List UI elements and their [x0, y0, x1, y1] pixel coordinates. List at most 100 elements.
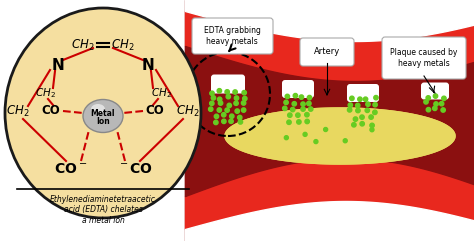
Circle shape [287, 120, 291, 124]
Circle shape [426, 96, 430, 100]
Circle shape [229, 119, 233, 123]
Circle shape [229, 114, 234, 118]
Circle shape [324, 127, 328, 132]
Circle shape [296, 113, 300, 117]
Circle shape [285, 94, 290, 99]
Circle shape [305, 119, 310, 124]
Circle shape [225, 108, 229, 112]
Text: Plaque caused by
heavy metals: Plaque caused by heavy metals [390, 48, 458, 68]
Text: CO: CO [146, 105, 164, 118]
Circle shape [309, 107, 313, 111]
Circle shape [370, 123, 374, 127]
Text: N: N [52, 58, 64, 73]
Circle shape [347, 108, 352, 112]
Text: Artery: Artery [314, 47, 340, 56]
Circle shape [373, 110, 377, 114]
Circle shape [433, 106, 437, 111]
Circle shape [222, 119, 226, 124]
Text: Metal: Metal [91, 108, 115, 118]
Circle shape [343, 139, 347, 143]
Circle shape [348, 103, 353, 107]
Circle shape [243, 96, 247, 101]
Circle shape [219, 101, 223, 105]
Text: $CH_2$: $CH_2$ [111, 37, 135, 53]
Circle shape [439, 101, 444, 106]
Circle shape [211, 96, 216, 100]
Text: CO$^-$: CO$^-$ [55, 162, 88, 176]
Ellipse shape [91, 104, 105, 114]
Circle shape [370, 128, 374, 132]
Circle shape [369, 115, 374, 119]
Circle shape [284, 100, 288, 105]
Circle shape [234, 96, 239, 100]
Text: CO: CO [42, 105, 60, 118]
Circle shape [217, 89, 221, 93]
Circle shape [225, 90, 229, 94]
Circle shape [350, 96, 354, 100]
Circle shape [307, 95, 312, 100]
Circle shape [426, 107, 430, 112]
Circle shape [352, 123, 356, 127]
Circle shape [360, 115, 364, 119]
FancyBboxPatch shape [211, 74, 245, 94]
Circle shape [226, 94, 230, 99]
Circle shape [299, 95, 304, 99]
Text: EDTA grabbing
heavy metals: EDTA grabbing heavy metals [203, 26, 260, 46]
Circle shape [365, 108, 370, 113]
Circle shape [238, 120, 243, 124]
Circle shape [214, 120, 218, 125]
Circle shape [235, 109, 239, 113]
Circle shape [210, 101, 214, 106]
Circle shape [442, 96, 446, 100]
Circle shape [314, 140, 318, 144]
FancyBboxPatch shape [282, 80, 314, 98]
Circle shape [364, 97, 368, 101]
Circle shape [305, 113, 309, 117]
Circle shape [307, 101, 311, 106]
Circle shape [303, 132, 307, 136]
Circle shape [293, 94, 298, 98]
Circle shape [227, 103, 231, 108]
Circle shape [424, 100, 428, 104]
Circle shape [301, 102, 305, 106]
Ellipse shape [83, 100, 123, 133]
FancyBboxPatch shape [421, 82, 449, 100]
Circle shape [241, 108, 246, 112]
Circle shape [241, 101, 246, 105]
Circle shape [242, 90, 246, 95]
Circle shape [358, 97, 362, 101]
Circle shape [234, 101, 238, 106]
Circle shape [214, 114, 219, 119]
FancyBboxPatch shape [347, 84, 379, 102]
Text: $CH_2$: $CH_2$ [6, 103, 30, 119]
Text: $^-$CO: $^-$CO [117, 162, 153, 176]
Circle shape [237, 115, 242, 120]
FancyBboxPatch shape [192, 18, 273, 54]
Circle shape [292, 102, 296, 106]
Text: N: N [142, 58, 155, 73]
Polygon shape [225, 108, 455, 164]
FancyBboxPatch shape [300, 38, 354, 66]
Circle shape [209, 107, 213, 111]
Circle shape [210, 91, 214, 95]
Polygon shape [225, 108, 455, 164]
Circle shape [356, 108, 360, 113]
Circle shape [373, 102, 377, 107]
Ellipse shape [5, 8, 201, 218]
Text: CO: CO [139, 101, 171, 121]
Text: $CH_2$: $CH_2$ [176, 103, 200, 119]
Circle shape [353, 117, 358, 121]
Circle shape [221, 113, 226, 117]
Circle shape [218, 97, 222, 101]
Circle shape [441, 108, 446, 112]
Circle shape [360, 121, 365, 126]
Circle shape [374, 95, 378, 100]
Circle shape [433, 94, 438, 98]
Text: $CH_2$: $CH_2$ [151, 86, 172, 100]
Circle shape [434, 102, 438, 106]
Text: Ethylenediaminetetraacetic
acid (EDTA) chelates
a metal ion: Ethylenediaminetetraacetic acid (EDTA) c… [50, 195, 156, 225]
Circle shape [233, 90, 237, 94]
Circle shape [283, 106, 287, 111]
Circle shape [297, 120, 301, 124]
Circle shape [217, 108, 221, 112]
